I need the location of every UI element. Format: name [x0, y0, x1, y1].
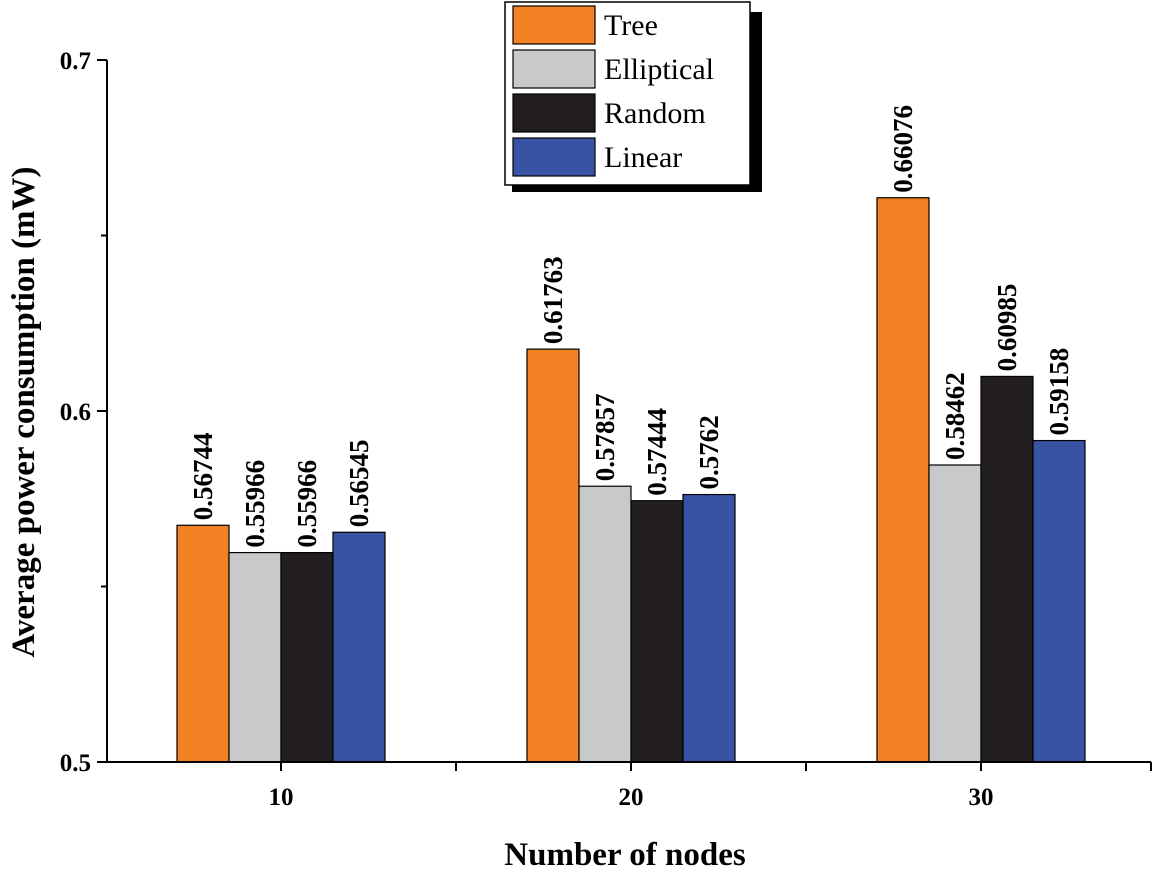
- bar-random-20: [630, 500, 684, 763]
- legend: Tree Elliptical Random Linear: [504, 1, 762, 192]
- bar-linear-10: [332, 531, 386, 763]
- legend-label-elliptical: Elliptical: [604, 53, 714, 86]
- bar-elliptical-10: [228, 551, 282, 763]
- legend-label-random: Random: [604, 97, 706, 130]
- data-label-tree-20: 0.61763: [538, 256, 568, 344]
- x-axis-title: Number of nodes: [504, 837, 746, 873]
- legend-swatch-random: [512, 93, 596, 133]
- bar-tree-30: [876, 197, 930, 763]
- data-label-random-30: 0.60985: [992, 284, 1022, 372]
- data-label-linear-30: 0.59158: [1044, 348, 1074, 436]
- bars-layer: [176, 197, 1086, 763]
- x-tick-label-20: 20: [619, 784, 644, 811]
- data-labels-layer: 0.56744 0.55966 0.55966 0.56545 0.61763 0.578…: [188, 105, 1074, 548]
- bar-linear-30: [1032, 439, 1086, 763]
- legend-swatch-linear: [512, 137, 596, 177]
- bar-elliptical-20: [578, 485, 632, 763]
- y-tick-label-0.7: 0.7: [60, 48, 91, 75]
- bar-tree-20: [526, 348, 580, 763]
- data-label-random-20: 0.57444: [642, 408, 672, 496]
- data-label-elliptical-20: 0.57857: [590, 393, 620, 481]
- x-tick-label-10: 10: [269, 784, 294, 811]
- y-tick-label-0.5: 0.5: [60, 750, 91, 777]
- bar-random-10: [280, 551, 334, 763]
- x-tick-label-30: 30: [969, 784, 994, 811]
- y-tick-label-0.6: 0.6: [60, 399, 91, 426]
- data-label-tree-30: 0.66076: [888, 105, 918, 193]
- data-label-elliptical-10: 0.55966: [240, 460, 270, 548]
- legend-swatch-elliptical: [512, 49, 596, 89]
- bar-tree-10: [176, 524, 230, 763]
- data-label-tree-10: 0.56744: [188, 433, 218, 521]
- bar-elliptical-30: [928, 464, 982, 763]
- data-label-elliptical-30: 0.58462: [940, 372, 970, 460]
- legend-swatch-tree: [512, 5, 596, 45]
- legend-label-linear: Linear: [604, 141, 682, 174]
- data-label-linear-20: 0.5762: [694, 415, 724, 489]
- legend-label-tree: Tree: [604, 9, 658, 42]
- data-label-random-10: 0.55966: [292, 460, 322, 548]
- data-label-linear-10: 0.56545: [344, 440, 374, 528]
- bar-random-30: [980, 375, 1034, 763]
- bar-linear-20: [682, 493, 736, 763]
- axes-layer: 10 20 30 0.5 0.6 0.7: [60, 48, 1152, 811]
- y-axis-title: Average power consumption (mW): [6, 167, 42, 658]
